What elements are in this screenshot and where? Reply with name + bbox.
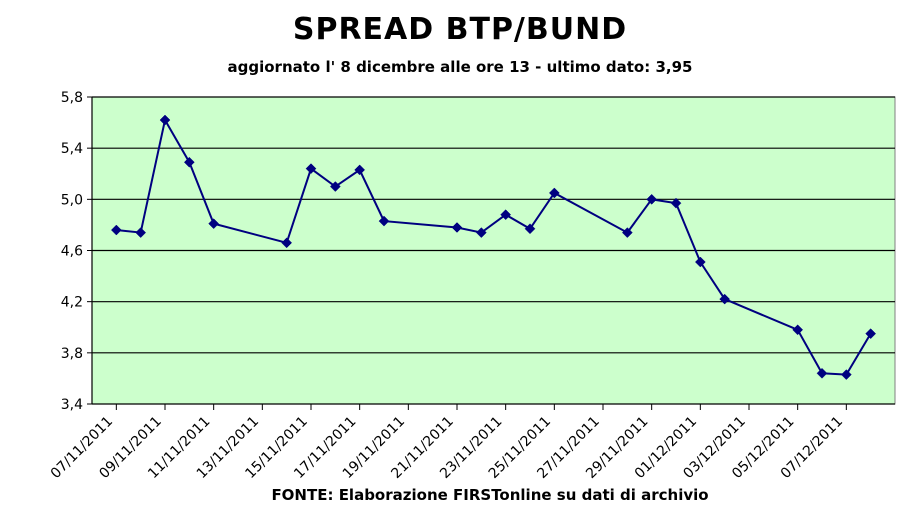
data-point: [135, 227, 147, 238]
y-tick-label: 5,4: [61, 141, 83, 157]
data-point: [792, 324, 804, 336]
y-tick-label: 3,4: [61, 397, 83, 413]
data-point: [865, 328, 877, 339]
source-note: FONTE: Elaborazione FIRSTonline su dati …: [271, 486, 709, 504]
series-line: [116, 117, 872, 376]
data-point: [694, 256, 706, 268]
data-point: [305, 163, 317, 174]
data-point: [719, 293, 731, 305]
data-point: [646, 193, 658, 205]
y-tick-label: 4,2: [61, 295, 83, 311]
y-tick-label: 5,8: [61, 90, 83, 106]
y-tick-label: 3,8: [61, 346, 83, 362]
data-point: [840, 369, 852, 380]
data-point: [816, 367, 828, 379]
data-point: [281, 237, 293, 249]
data-point: [524, 223, 536, 235]
data-point: [378, 215, 390, 227]
data-point: [183, 156, 195, 168]
data-point: [670, 197, 682, 209]
chart-title: SPREAD BTP/BUND: [292, 12, 628, 47]
data-point: [451, 222, 463, 233]
data-point: [208, 218, 220, 229]
y-tick-label: 5,0: [61, 192, 83, 208]
data-point: [621, 227, 633, 238]
data-point: [159, 114, 171, 126]
y-tick-label: 4,6: [61, 244, 83, 260]
chart-subtitle: aggiornato l' 8 dicembre alle ore 13 - u…: [227, 58, 693, 76]
data-point: [110, 224, 122, 236]
data-point: [548, 187, 560, 199]
data-point: [329, 181, 341, 192]
data-point: [354, 164, 366, 176]
data-point: [500, 209, 512, 221]
data-point: [475, 227, 487, 238]
